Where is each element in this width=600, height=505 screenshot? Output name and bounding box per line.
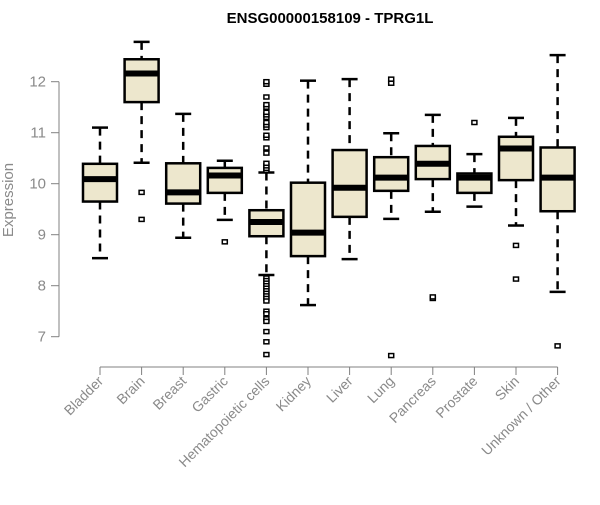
box-bladder (81, 126, 119, 260)
outlier-point (263, 351, 270, 358)
outlier-point (512, 276, 520, 282)
x-tick-label: Kidney (273, 373, 315, 415)
box-skin (497, 116, 535, 282)
y-tick-label: 8 (38, 278, 46, 295)
y-tick-label: 11 (30, 125, 46, 142)
y-tick-label: 12 (29, 74, 46, 91)
iqr-box (81, 162, 119, 203)
chart-title: ENSG00000158109 - TPRG1L (227, 10, 434, 27)
outlier-point (221, 239, 229, 245)
boxes (81, 40, 576, 359)
box-kidney (289, 79, 327, 307)
box-hematopoietic-cells (248, 78, 285, 358)
outlier-point (263, 94, 270, 100)
outlier-point (263, 101, 270, 108)
x-tick-label: Skin (492, 373, 523, 404)
box-unknown-other (539, 53, 576, 349)
x-tick-label: Lung (364, 373, 397, 406)
y-tick-label: 7 (38, 329, 46, 346)
outlier-point (387, 352, 395, 359)
outlier-point (554, 343, 561, 349)
box-prostate (456, 119, 493, 208)
outlier-point (263, 160, 270, 167)
box-lung (372, 76, 410, 359)
y-tick-label: 10 (29, 176, 46, 193)
box-breast (164, 112, 202, 240)
box-liver (331, 77, 368, 261)
iqr-box (123, 58, 160, 104)
iqr-box (206, 166, 244, 195)
outlier-point (263, 328, 270, 335)
x-tick-label: Liver (323, 373, 356, 406)
box-gastric (206, 159, 244, 245)
x-tick-label: Prostate (432, 373, 480, 421)
outlier-point (138, 216, 145, 223)
iqr-box (497, 135, 535, 182)
outlier-point (263, 311, 270, 317)
x-tick-label: Bladder (61, 373, 107, 419)
x-tick-label: Breast (149, 373, 189, 413)
iqr-box (164, 162, 202, 205)
outlier-point (263, 132, 270, 138)
x-tick-label: Brain (113, 373, 147, 407)
outlier-point (138, 189, 145, 196)
outlier-point (263, 298, 270, 304)
iqr-box (289, 181, 327, 258)
outlier-point (429, 294, 437, 300)
outlier-point (263, 119, 270, 126)
outlier-point (263, 145, 270, 151)
outlier-point (512, 242, 520, 249)
y-axis-label: Expression (0, 163, 17, 237)
x-tick-label: Unknown / Other (478, 373, 564, 459)
outlier-point (263, 150, 270, 156)
outlier-point (263, 318, 270, 325)
iqr-box (372, 155, 410, 193)
outlier-point (263, 78, 270, 85)
iqr-box (331, 148, 368, 219)
outlier-point (387, 80, 395, 86)
y-axis: 7 8 9 10 11 12 (29, 74, 60, 346)
outlier-point (263, 109, 270, 116)
outlier-point (471, 119, 478, 126)
box-pancreas (414, 113, 452, 302)
y-tick-label: 9 (38, 227, 46, 244)
box-brain (123, 40, 160, 223)
outlier-point (263, 339, 270, 345)
